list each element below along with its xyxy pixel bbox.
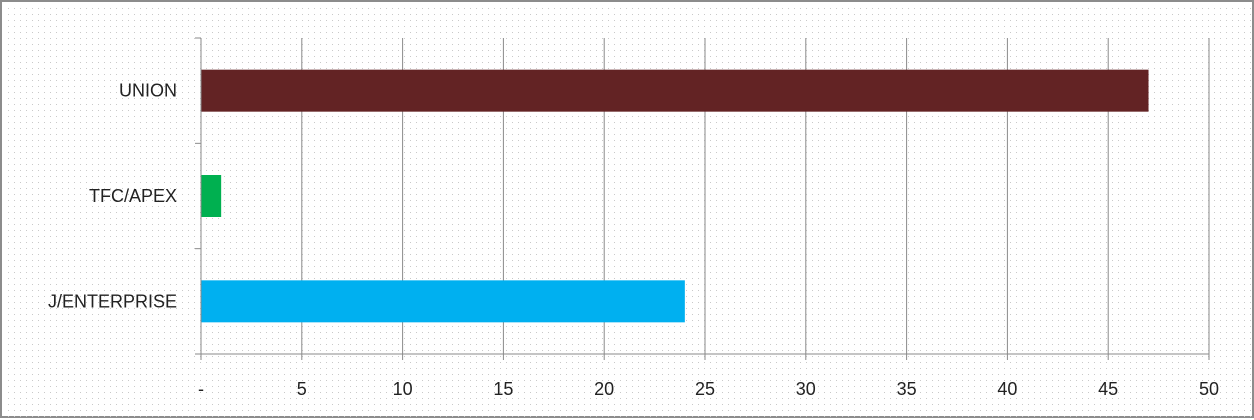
axes bbox=[195, 37, 1210, 360]
x-tick-label: - bbox=[198, 379, 204, 399]
bar-union bbox=[201, 69, 1149, 112]
category-label: UNION bbox=[119, 81, 177, 101]
category-label: TFC/APEX bbox=[89, 186, 177, 206]
bars bbox=[201, 69, 1149, 323]
x-tick-label: 5 bbox=[297, 379, 307, 399]
x-tick-label: 50 bbox=[1199, 379, 1219, 399]
labels: - 5 10 15 20 25 30 35 40 45 50 UNION TFC/APEX J/ENTER… bbox=[48, 81, 1219, 399]
x-tick-label: 25 bbox=[695, 379, 715, 399]
x-tick-label: 10 bbox=[393, 379, 413, 399]
x-tick-label: 45 bbox=[1098, 379, 1118, 399]
plot-background bbox=[4, 4, 1254, 418]
bar-j-enterprise bbox=[201, 280, 685, 323]
x-tick-label: 30 bbox=[796, 379, 816, 399]
x-tick-label: 20 bbox=[594, 379, 614, 399]
x-tick-label: 40 bbox=[997, 379, 1017, 399]
category-label: J/ENTERPRISE bbox=[48, 291, 177, 311]
x-tick-label: 35 bbox=[897, 379, 917, 399]
x-tick-label: 15 bbox=[493, 379, 513, 399]
bar-tfc-apex bbox=[201, 175, 222, 217]
